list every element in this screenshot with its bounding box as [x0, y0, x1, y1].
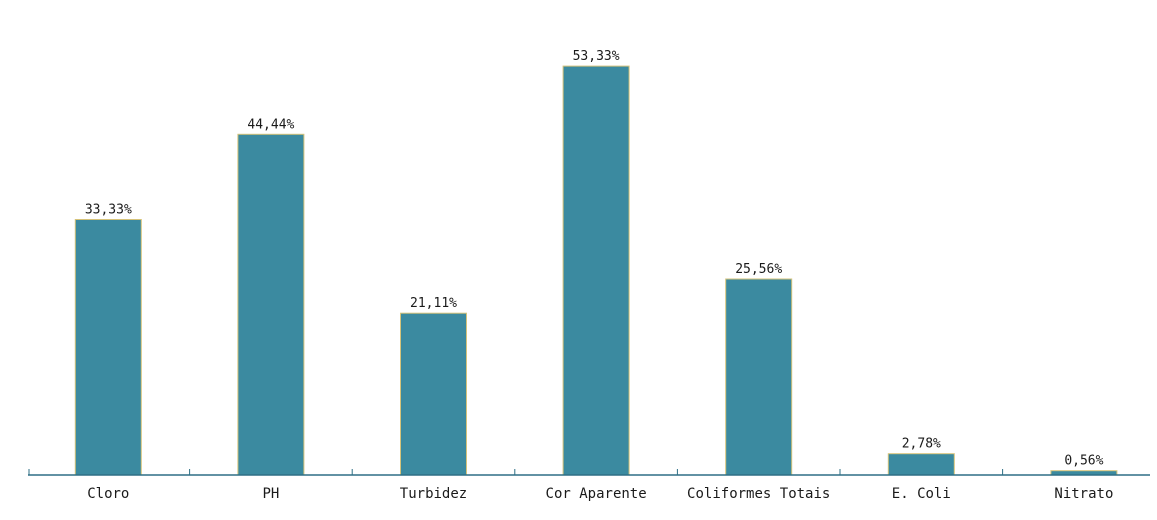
- value-label: 44,44%: [247, 117, 294, 132]
- bars-group: [74, 65, 1118, 476]
- category-label: Cloro: [87, 486, 129, 502]
- value-label: 0,56%: [1064, 454, 1103, 469]
- bar-turbidez: [400, 312, 467, 476]
- category-label: Coliformes Totais: [687, 486, 830, 502]
- category-labels-group: Cloro PH Turbidez Cor Aparente Coliformes To…: [87, 486, 1113, 502]
- bar-cor-aparente: [562, 65, 630, 476]
- value-label: 53,33%: [573, 49, 620, 64]
- value-labels-group: 33,33% 44,44% 21,11% 53,33% 25,56% 2,78% 0,56%: [85, 49, 1104, 469]
- value-label: 33,33%: [85, 203, 132, 218]
- bar-e-coli: [887, 453, 955, 476]
- value-label: 25,56%: [735, 262, 782, 277]
- category-label: Turbidez: [400, 486, 467, 502]
- category-label: E. Coli: [892, 486, 951, 502]
- x-axis-ticks: [28, 469, 1004, 475]
- value-label: 21,11%: [410, 296, 457, 311]
- bar-cloro: [74, 219, 142, 476]
- value-label: 2,78%: [902, 437, 941, 452]
- bar-coliformes-totais: [725, 278, 793, 476]
- bar-ph: [237, 133, 305, 476]
- category-label: Nitrato: [1054, 486, 1113, 502]
- category-label: PH: [262, 486, 279, 502]
- category-label: Cor Aparente: [546, 486, 647, 502]
